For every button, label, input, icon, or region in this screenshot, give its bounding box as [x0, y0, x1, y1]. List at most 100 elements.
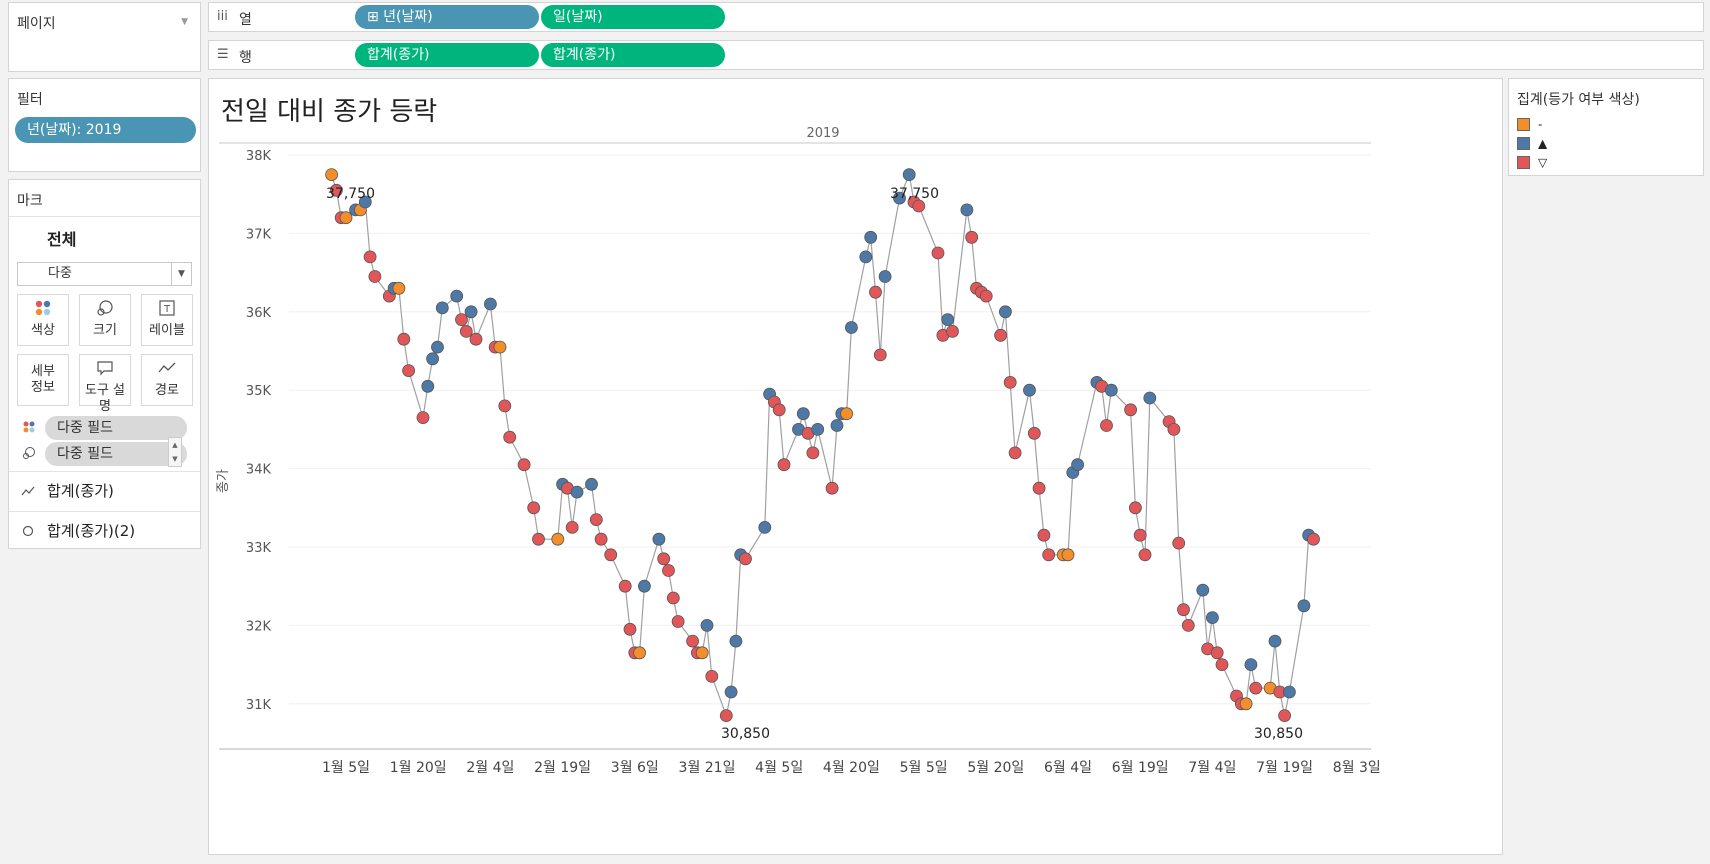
columns-icon: iii	[217, 9, 228, 24]
legend-swatch-up	[1517, 137, 1530, 150]
data-point	[1283, 685, 1296, 699]
legend-item-up[interactable]: ▲	[1517, 136, 1547, 154]
data-point	[1196, 583, 1210, 597]
y-tick-label: 36K	[246, 306, 272, 321]
data-point	[1210, 646, 1224, 660]
data-point	[397, 332, 411, 346]
data-point	[1181, 619, 1195, 632]
mark-item-circle[interactable]: 합계(종가)(2)	[9, 511, 200, 551]
chevron-down-icon[interactable]: ▼	[181, 17, 188, 27]
color-icon	[18, 299, 68, 323]
data-point	[517, 458, 531, 472]
legend-label-same: -	[1538, 117, 1543, 132]
color-icon	[21, 420, 37, 436]
label-icon: T	[142, 299, 192, 323]
x-tick-label: 1월 20일	[390, 760, 447, 776]
data-point	[402, 364, 416, 378]
data-point	[729, 634, 743, 648]
data-point	[811, 422, 825, 436]
line-chart[interactable]: 2019 38K 37K 36K 35K 34K 33K 32K 31K 종가 1월 5일 1월 20…	[209, 79, 1504, 856]
y-tick-label: 37K	[246, 227, 272, 242]
legend-item-down[interactable]: ▽	[1517, 155, 1547, 173]
data-point	[363, 250, 377, 264]
data-point	[777, 458, 791, 472]
size-icon	[21, 446, 37, 462]
pages-panel: 페이지 ▼	[8, 2, 201, 72]
columns-shelf: iii 열 ⊞ 년(날짜) 일(날짜)	[208, 2, 1704, 32]
data-point	[719, 709, 733, 722]
data-point	[1100, 419, 1113, 432]
data-point	[999, 305, 1012, 319]
data-point	[902, 168, 916, 181]
pages-title: 페이지	[17, 16, 56, 32]
data-point	[330, 183, 343, 197]
legend-item-same[interactable]: -	[1517, 117, 1542, 135]
data-point	[469, 332, 483, 346]
data-point	[431, 340, 444, 354]
data-point	[585, 477, 598, 491]
data-point	[941, 313, 955, 327]
price-line	[331, 172, 1314, 718]
row-pill-sum-close-2[interactable]: 합계(종가)	[541, 43, 725, 67]
data-point	[604, 548, 618, 562]
data-point	[864, 230, 878, 244]
column-pill-year[interactable]: ⊞ 년(날짜)	[355, 5, 539, 29]
y-tick-label: 32K	[246, 619, 272, 634]
data-point	[570, 485, 584, 499]
data-point	[325, 168, 338, 181]
mark-type-value: 다중	[48, 266, 72, 281]
data-point	[633, 646, 647, 660]
column-pill-day[interactable]: 일(날짜)	[541, 5, 725, 29]
data-point	[878, 270, 892, 283]
mark-item-line-label: 합계(종가)	[47, 482, 114, 500]
y-tick-label: 31K	[246, 698, 272, 713]
color-button[interactable]: 색상	[17, 294, 69, 346]
data-point	[671, 615, 685, 628]
chart-panel: 전일 대비 종가 등락 2019 38K 37K 36K 35K 34K 33K 32K 31K…	[208, 78, 1503, 855]
data-point	[796, 407, 810, 421]
data-point	[450, 289, 464, 303]
label-button-label: 레이블	[149, 323, 185, 338]
data-point	[1206, 611, 1219, 624]
path-button[interactable]: 경로	[141, 354, 193, 406]
chevron-down-icon[interactable]: ▼	[171, 263, 191, 285]
rows-icon: ☰	[217, 47, 229, 62]
data-point	[979, 289, 993, 303]
data-point	[493, 340, 507, 354]
marks-scrollbar[interactable]: ▲ ▼	[168, 437, 182, 467]
data-point	[912, 199, 926, 213]
mark-item-line[interactable]: 합계(종가)	[9, 471, 200, 511]
data-point	[652, 532, 666, 546]
x-tick-label: 4월 20일	[823, 760, 880, 776]
x-tick-label: 5월 20일	[967, 760, 1024, 776]
data-point	[869, 285, 882, 299]
data-point	[368, 270, 382, 283]
size-button[interactable]: 크기	[79, 294, 131, 346]
legend-swatch-down	[1517, 156, 1530, 169]
detail-button[interactable]: 세부 정보	[17, 354, 69, 406]
filters-title: 필터	[17, 92, 43, 108]
data-point	[532, 532, 545, 546]
data-point	[724, 685, 738, 699]
data-point	[772, 403, 786, 417]
marks-all-tab[interactable]: 전체	[47, 230, 77, 249]
color-field-row: 다중 필드	[17, 416, 197, 440]
x-tick-label: 7월 19일	[1256, 760, 1313, 776]
row-pill-sum-close[interactable]: 합계(종가)	[355, 43, 539, 67]
size-field-pill[interactable]: 다중 필드	[45, 442, 187, 466]
data-point	[825, 481, 839, 495]
data-point	[498, 399, 512, 413]
y-tick-label: 38K	[246, 149, 272, 164]
x-tick-label: 2월 19일	[534, 760, 591, 776]
data-point	[1143, 391, 1157, 405]
data-label: 30,850	[721, 726, 770, 742]
data-point	[806, 446, 820, 460]
mark-type-select[interactable]: 다중 ▼	[17, 262, 192, 286]
label-button[interactable]: T 레이블	[141, 294, 193, 346]
data-point	[695, 646, 709, 660]
filter-year-pill[interactable]: 년(날짜): 2019	[15, 117, 196, 143]
data-point	[637, 579, 651, 593]
color-field-pill[interactable]: 다중 필드	[45, 416, 187, 440]
rows-shelf: ☰ 행 합계(종가) 합계(종가)	[208, 40, 1704, 70]
tooltip-button[interactable]: 도구 설명	[79, 354, 131, 414]
